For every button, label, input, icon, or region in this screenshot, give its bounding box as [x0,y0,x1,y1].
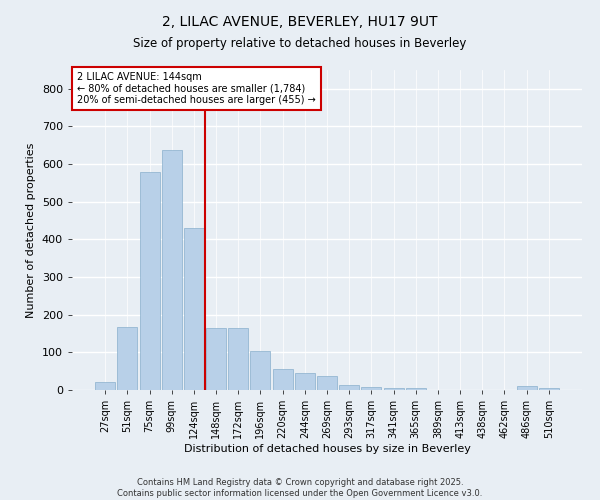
Bar [250,351,271,390]
Bar [162,150,182,390]
Bar [118,327,137,390]
Bar [184,228,204,390]
Bar [361,387,382,390]
Bar [517,386,536,390]
Bar [206,328,226,390]
Text: Size of property relative to detached houses in Beverley: Size of property relative to detached ho… [133,38,467,51]
Text: 2, LILAC AVENUE, BEVERLEY, HU17 9UT: 2, LILAC AVENUE, BEVERLEY, HU17 9UT [162,15,438,29]
Bar [406,388,426,390]
Bar [95,382,115,390]
X-axis label: Distribution of detached houses by size in Beverley: Distribution of detached houses by size … [184,444,470,454]
Bar [228,328,248,390]
Y-axis label: Number of detached properties: Number of detached properties [26,142,36,318]
Bar [317,376,337,390]
Bar [339,384,359,390]
Bar [539,388,559,390]
Text: 2 LILAC AVENUE: 144sqm
← 80% of detached houses are smaller (1,784)
20% of semi-: 2 LILAC AVENUE: 144sqm ← 80% of detached… [77,72,316,105]
Bar [295,373,315,390]
Bar [272,370,293,390]
Bar [140,172,160,390]
Bar [383,388,404,390]
Text: Contains HM Land Registry data © Crown copyright and database right 2025.
Contai: Contains HM Land Registry data © Crown c… [118,478,482,498]
